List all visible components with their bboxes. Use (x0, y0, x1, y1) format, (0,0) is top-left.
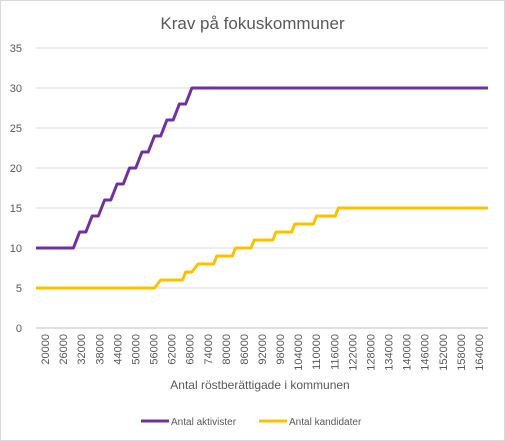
x-tick-label: 56000 (149, 334, 161, 365)
x-tick-label: 140000 (402, 334, 414, 371)
x-tick-label: 80000 (221, 334, 233, 365)
y-tick-label: 30 (10, 83, 22, 95)
x-tick-label: 164000 (474, 334, 486, 371)
y-tick-label: 35 (10, 43, 22, 55)
x-tick-label: 110000 (311, 334, 323, 370)
x-tick-label: 128000 (365, 334, 377, 371)
gridlines (36, 47, 488, 329)
x-tick-label: 32000 (76, 334, 88, 365)
x-tick-label: 26000 (58, 334, 70, 365)
series-line-2 (36, 206, 488, 290)
series-line-1 (36, 86, 488, 250)
x-tick-label: 98000 (275, 334, 287, 365)
y-axis: 0 5 10 15 20 25 30 35 (10, 43, 22, 335)
x-tick-label: 50000 (130, 334, 142, 365)
x-tick-label: 158000 (456, 334, 468, 371)
series-lines (36, 86, 488, 290)
y-tick-label: 10 (10, 243, 22, 255)
legend-label-1: Antal aktivister (171, 417, 237, 428)
legend: Antal aktivister Antal kandidater (141, 417, 362, 428)
x-tick-label: 20000 (40, 334, 52, 365)
x-tick-label: 122000 (347, 334, 359, 371)
x-tick-label: 74000 (203, 334, 215, 365)
x-tick-label: 44000 (112, 334, 124, 365)
x-tick-label: 62000 (167, 334, 179, 365)
x-tick-label: 68000 (185, 334, 197, 365)
x-tick-label: 104000 (293, 334, 305, 371)
x-tick-label: 116000 (329, 334, 341, 370)
x-tick-label: 134000 (384, 334, 396, 371)
legend-label-2: Antal kandidater (289, 417, 362, 428)
y-tick-label: 20 (10, 163, 22, 175)
x-tick-label: 152000 (438, 334, 450, 371)
y-tick-label: 0 (16, 323, 22, 335)
x-axis: 20000 26000 32000 38000 44000 50000 56000 62000… (40, 334, 486, 371)
y-tick-label: 15 (10, 203, 22, 215)
x-axis-title: Antal röstberättigade i kommunen (170, 378, 349, 392)
y-tick-label: 25 (10, 123, 22, 135)
y-tick-label: 5 (16, 283, 22, 295)
x-tick-label: 38000 (94, 334, 106, 365)
chart-title: Krav på fokuskommuner (160, 14, 345, 33)
x-tick-label: 146000 (420, 334, 432, 371)
x-tick-label: 86000 (239, 334, 251, 365)
x-tick-label: 92000 (257, 334, 269, 365)
